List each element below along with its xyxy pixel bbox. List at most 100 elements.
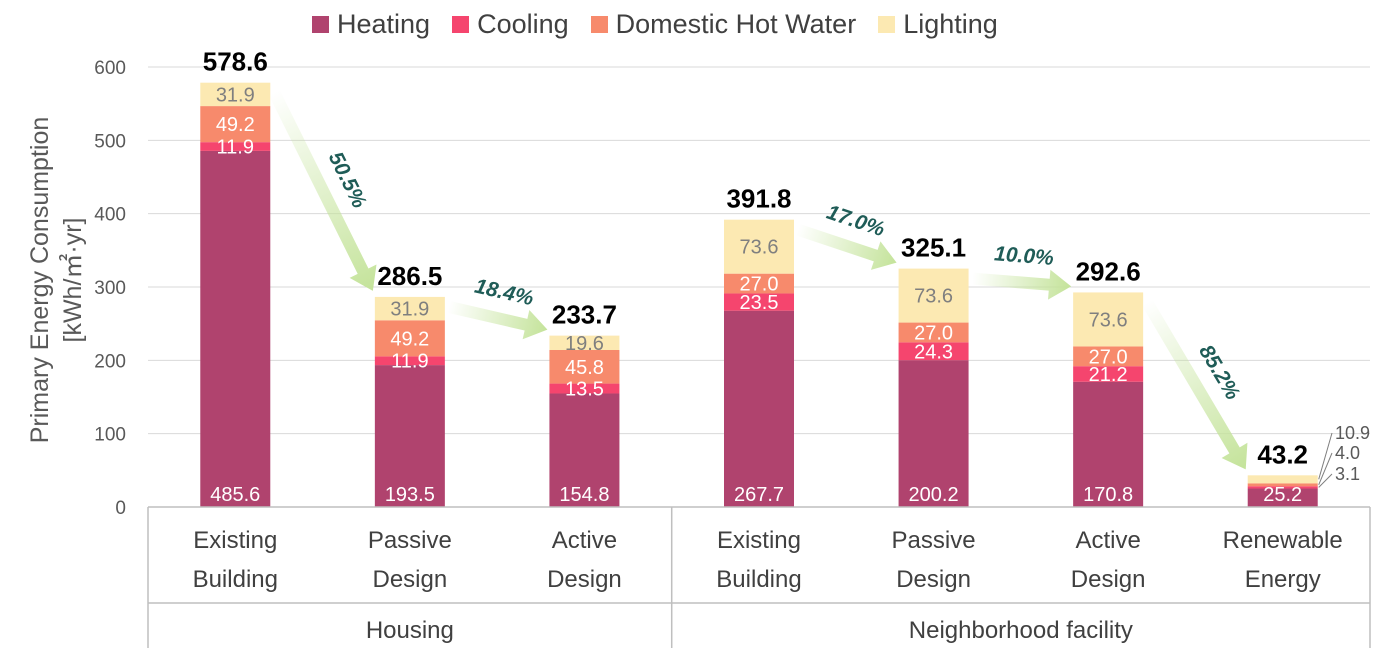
data-label-heating: 200.2: [909, 484, 959, 506]
bar-segment-heating: [549, 393, 620, 507]
data-label-domestic-hot-water: 27.0: [914, 322, 953, 344]
legend-item-heating: Heating: [312, 9, 430, 40]
data-label-domestic-hot-water: 49.2: [216, 114, 255, 136]
legend-label-heating: Heating: [337, 8, 431, 39]
x-tick-label: Passive: [368, 527, 452, 554]
legend-label-dhw: Domestic Hot Water: [615, 8, 857, 39]
bar-segment-domestic-hot-water: [374, 320, 445, 357]
total-label: 43.2: [1257, 439, 1308, 469]
data-label-cooling: 23.5: [740, 292, 779, 314]
legend-label-lighting: Lighting: [903, 8, 998, 39]
reduction-arrow: [1141, 299, 1248, 470]
x-tick-label: Renewable: [1223, 527, 1343, 554]
data-label-heating: 485.6: [210, 484, 260, 506]
reduction-arrow-shape: [268, 90, 377, 291]
bar-segment-heating: [200, 150, 271, 508]
bar-segment-domestic-hot-water: [1247, 483, 1318, 487]
bar-segment-domestic-hot-water: [200, 106, 271, 143]
bar-segment-cooling: [1073, 366, 1144, 382]
side-label-leader: [1318, 432, 1333, 480]
reduction-arrow-shape: [447, 301, 548, 340]
y-tick-label: 500: [94, 131, 126, 152]
bar-segment-heating: [1247, 488, 1318, 507]
total-label: 578.6: [203, 47, 268, 77]
bar-segment-lighting: [549, 335, 620, 350]
bar-segment-heating: [724, 310, 794, 507]
total-label: 233.7: [552, 300, 617, 330]
data-label-domestic-hot-water: 27.0: [740, 274, 779, 296]
side-data-label: 4.0: [1335, 443, 1360, 463]
chart-legend: Heating Cooling Domestic Hot Water Light…: [312, 6, 998, 42]
data-label-lighting: 73.6: [1089, 309, 1128, 331]
x-tick-label: Design: [1071, 566, 1146, 593]
reduction-arrow: [447, 301, 548, 340]
reduction-arrow-shape: [1141, 299, 1248, 470]
bar-segment-cooling: [724, 293, 794, 311]
bar-segment-domestic-hot-water: [898, 322, 969, 343]
reduction-arrow: [972, 269, 1072, 300]
y-tick-label: 300: [94, 278, 126, 299]
total-label: 292.6: [1076, 256, 1141, 286]
legend-item-dhw: Domestic Hot Water: [590, 8, 857, 40]
x-tick-label: Existing: [193, 527, 277, 554]
reduction-arrow-shape: [972, 269, 1072, 300]
y-tick-label: 0: [115, 498, 126, 519]
legend-label-cooling: Cooling: [477, 8, 569, 39]
bar-segment-cooling: [898, 342, 969, 361]
data-label-cooling: 11.9: [217, 137, 254, 159]
bar-segment-cooling: [374, 356, 445, 366]
data-label-lighting: 31.9: [216, 84, 255, 106]
legend-swatch-heating: [312, 15, 329, 33]
x-tick-label: Existing: [717, 527, 801, 554]
bar-segment-heating: [374, 365, 445, 507]
side-label-leader: [1318, 473, 1333, 488]
data-label-heating: 193.5: [385, 484, 435, 506]
total-label: 286.5: [377, 261, 442, 291]
y-tick-label: 100: [94, 425, 126, 446]
data-label-lighting: 73.6: [740, 237, 779, 259]
data-label-cooling: 21.2: [1089, 364, 1128, 386]
x-tick-label: Energy: [1245, 566, 1321, 593]
reduction-arrow: [268, 90, 377, 291]
data-label-domestic-hot-water: 49.2: [390, 328, 429, 350]
legend-item-lighting: Lighting: [878, 9, 998, 40]
data-label-domestic-hot-water: 27.0: [1089, 346, 1128, 368]
bar-segment-cooling: [549, 383, 620, 394]
bar-segment-heating: [1073, 381, 1144, 507]
x-group-label: Neighborhood facility: [909, 617, 1133, 644]
bar-segment-lighting: [1247, 475, 1318, 484]
bar-segment-cooling: [200, 142, 271, 151]
x-tick-label: Active: [1075, 527, 1140, 554]
bar-segment-lighting: [724, 219, 794, 274]
bar-segment-domestic-hot-water: [549, 349, 620, 384]
reduction-percent-label: 10.0%: [993, 242, 1055, 270]
legend-swatch-lighting: [878, 15, 896, 33]
x-tick-label: Design: [372, 566, 447, 593]
y-tick-label: 200: [94, 351, 126, 372]
bar-segment-domestic-hot-water: [724, 273, 794, 294]
bar-segment-domestic-hot-water: [1073, 346, 1144, 367]
legend-swatch-cooling: [452, 15, 470, 33]
legend-swatch-dhw: [590, 15, 608, 33]
data-label-heating: 267.7: [734, 484, 784, 506]
bar-segment-lighting: [898, 268, 969, 323]
bar-segment-cooling: [1247, 486, 1318, 489]
x-tick-label: Passive: [892, 527, 976, 554]
x-tick-label: Building: [716, 566, 801, 593]
x-tick-label: Building: [193, 566, 278, 593]
data-label-lighting: 19.6: [565, 333, 604, 355]
data-label-cooling: 13.5: [565, 379, 604, 401]
side-data-label: 3.1: [1335, 464, 1360, 484]
reduction-arrow-shape: [796, 223, 897, 270]
bar-segment-lighting: [200, 82, 271, 107]
reduction-arrow: [796, 223, 897, 270]
side-data-label: 10.9: [1335, 423, 1370, 443]
y-tick-label: 400: [94, 205, 126, 226]
reduction-percent-label: 18.4%: [472, 275, 536, 311]
total-label: 391.8: [726, 184, 791, 214]
x-tick-label: Active: [552, 527, 617, 554]
bar-segment-lighting: [374, 296, 445, 321]
data-label-lighting: 73.6: [914, 286, 953, 308]
total-label: 325.1: [901, 233, 966, 263]
